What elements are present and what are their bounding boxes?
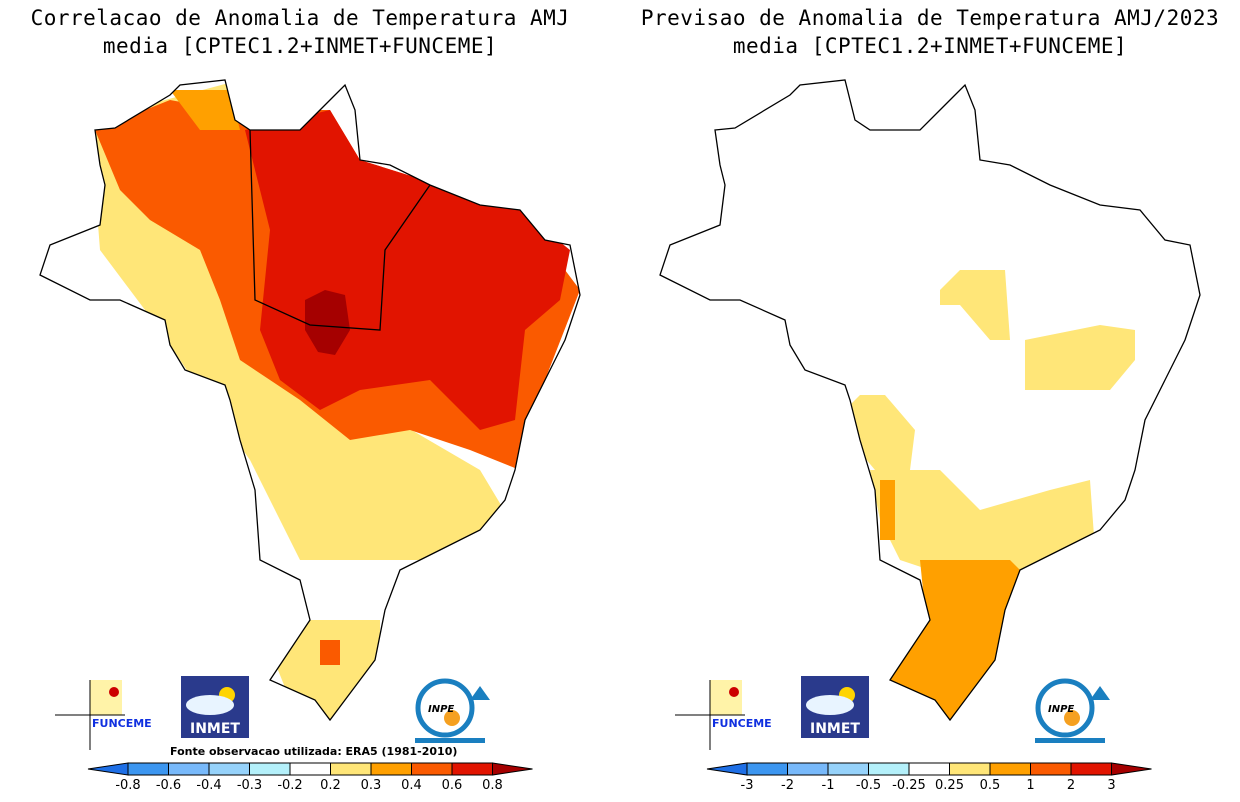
inpe-label: INPE — [428, 704, 454, 715]
colorbar-box — [746, 762, 788, 776]
colorbar-box — [908, 762, 950, 776]
brazil-outline-left — [39, 79, 581, 722]
field-orange-south — [880, 480, 895, 540]
field-yellow-east — [1025, 325, 1135, 390]
colorbar-tick-label: 0.3 — [361, 778, 382, 793]
colorbar-box — [411, 762, 453, 776]
inpe-logo — [1035, 678, 1095, 738]
inpe-logo-dot — [1064, 710, 1080, 726]
field-yellow-west — [845, 395, 915, 470]
colorbar-tick-label: -0.5 — [856, 778, 881, 793]
colorbar-left-arrow — [706, 762, 748, 776]
institution-logos: FUNCEME INMET INPE — [55, 676, 490, 750]
colorbar-box — [989, 762, 1031, 776]
field-yellow-south — [870, 470, 1095, 580]
cloud-icon — [806, 695, 854, 715]
inpe-logo — [415, 678, 475, 738]
colorbar-tick-label: -0.3 — [237, 778, 262, 793]
field-darkred — [305, 290, 350, 355]
country-outlines — [39, 79, 1201, 722]
inpe-logo-dot — [444, 710, 460, 726]
field-orange-spot — [320, 640, 340, 665]
colorbar-box — [787, 762, 829, 776]
colorbar-tick-label: -1 — [822, 778, 835, 793]
colorbar-box — [370, 762, 412, 776]
field-yellow-north — [940, 270, 1010, 340]
left-map-title: Correlacao de Anomalia de Temperatura AM… — [30, 6, 570, 58]
colorbar-box — [249, 762, 291, 776]
colorbar-tick-label: -0.6 — [156, 778, 181, 793]
left-colorbar: -0.8 -0.6 -0.4 -0.3 -0.2 0.2 0.3 0.4 0.6 0.8 — [87, 762, 533, 793]
colorbar-box — [127, 762, 169, 776]
colorbar-left-arrow — [87, 762, 129, 776]
inpe-logo-bar — [415, 738, 485, 743]
colorbar-tick-label: 0.4 — [401, 778, 422, 793]
institution-logos: FUNCEME INMET INPE — [675, 676, 1110, 750]
colorbar-tick-label: 2 — [1067, 778, 1075, 793]
colorbar-box — [451, 762, 493, 776]
colorbar-box — [168, 762, 210, 776]
right-forecast-map — [845, 270, 1135, 720]
funceme-logo — [90, 680, 122, 715]
colorbar-tick-label: 0.8 — [482, 778, 503, 793]
colorbar-tick-label: 0.25 — [935, 778, 964, 793]
funceme-label: FUNCEME — [92, 717, 152, 730]
brazil-outline-right — [659, 79, 1201, 722]
colorbar-tick-label: -0.25 — [892, 778, 926, 793]
colorbar-box — [289, 762, 331, 776]
colorbar-tick-label: 1 — [1026, 778, 1034, 793]
colorbar-box — [827, 762, 869, 776]
colorbar-box — [208, 762, 250, 776]
colorbar-right-arrow — [1111, 762, 1152, 776]
colorbar-tick-label: -2 — [781, 778, 794, 793]
right-map-title: Previsao de Anomalia de Temperatura AMJ/… — [640, 6, 1220, 58]
inmet-label: INMET — [190, 721, 240, 737]
arrow-icon — [470, 686, 490, 700]
colorbar-tick-label: 0.5 — [980, 778, 1001, 793]
inpe-logo-bar — [1035, 738, 1105, 743]
colorbar-tick-label: 0.6 — [442, 778, 463, 793]
arrow-icon — [1090, 686, 1110, 700]
colorbar-tick-label: -3 — [741, 778, 754, 793]
inmet-label: INMET — [810, 721, 860, 737]
cloud-icon — [186, 695, 234, 715]
colorbar-box — [949, 762, 991, 776]
colorbar-tick-label: -0.2 — [277, 778, 302, 793]
colorbar-box — [1070, 762, 1112, 776]
funceme-logo-dot — [109, 687, 119, 697]
colorbar-tick-label: -0.8 — [115, 778, 140, 793]
funceme-logo-dot — [729, 687, 739, 697]
colorbar-box — [330, 762, 372, 776]
funceme-logo — [710, 680, 742, 715]
colorbar-box — [868, 762, 910, 776]
inpe-label: INPE — [1048, 704, 1074, 715]
funceme-label: FUNCEME — [712, 717, 772, 730]
left-correlation-map — [90, 80, 580, 720]
colorbar-right-arrow — [492, 762, 533, 776]
source-note: Fonte observacao utilizada: ERA5 (1981-2… — [170, 745, 458, 758]
colorbar-tick-label: -0.4 — [196, 778, 221, 793]
colorbar-box — [1030, 762, 1072, 776]
right-colorbar: -3 -2 -1 -0.5 -0.25 0.25 0.5 1 2 3 — [706, 762, 1152, 793]
colorbar-tick-label: 0.2 — [320, 778, 341, 793]
field-yellow-south — [270, 620, 380, 720]
field-orange-light — [170, 90, 240, 130]
colorbar-tick-label: 3 — [1107, 778, 1115, 793]
state-borders — [249, 129, 431, 331]
